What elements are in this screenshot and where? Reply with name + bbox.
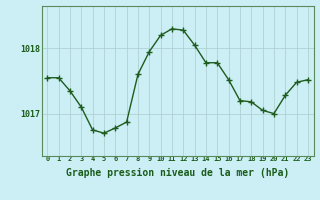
X-axis label: Graphe pression niveau de la mer (hPa): Graphe pression niveau de la mer (hPa) <box>66 168 289 178</box>
